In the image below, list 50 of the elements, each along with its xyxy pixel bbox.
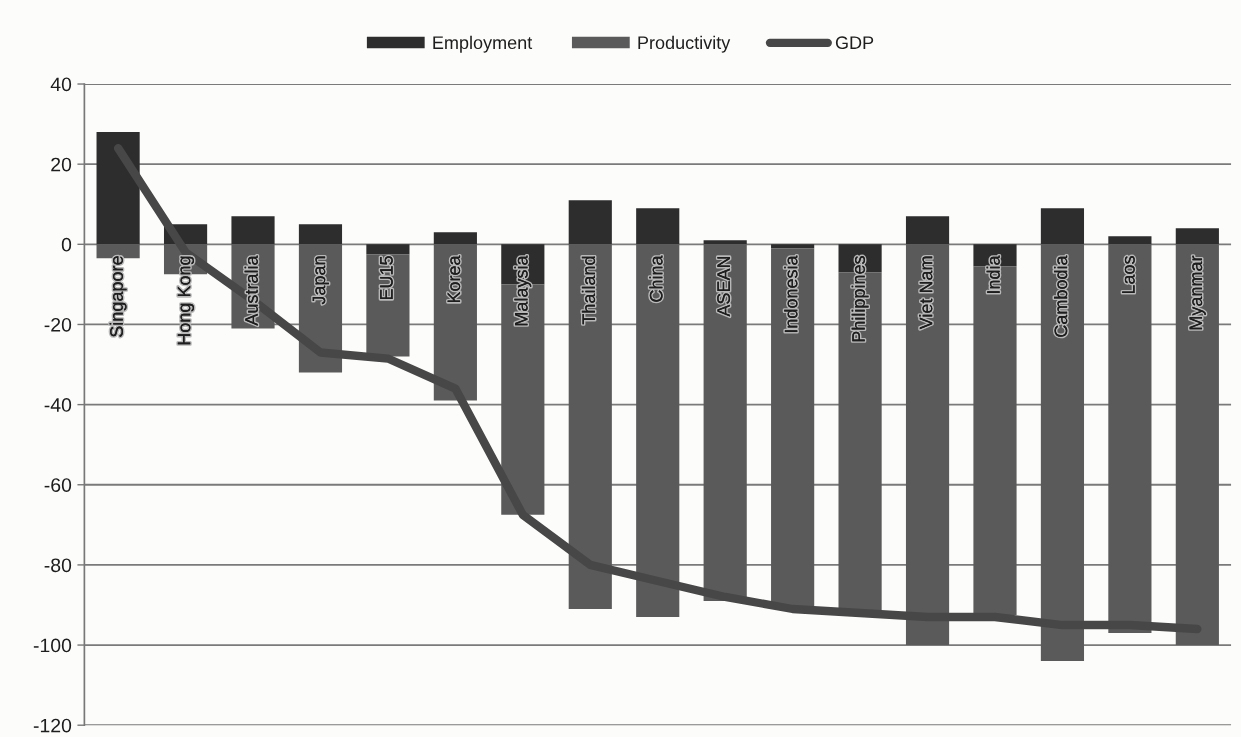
- legend-label: Productivity: [638, 35, 731, 53]
- bar: [568, 200, 612, 245]
- x-tick-label: Viet Nam: [919, 256, 933, 330]
- x-tick-label: Australia: [244, 255, 258, 326]
- legend-label: Employment: [433, 35, 533, 53]
- bar: [366, 244, 410, 255]
- x-tick-label: Cambodia: [1054, 255, 1068, 337]
- y-tick-label: 20: [51, 157, 72, 172]
- x-tick-label: India: [986, 255, 1000, 293]
- y-tick-label: -60: [44, 478, 72, 492]
- bar: [1040, 208, 1085, 245]
- legend-label: GDP: [835, 36, 874, 50]
- x-tick-label: Philippines: [851, 256, 869, 342]
- y-tick-label: -100: [33, 638, 72, 653]
- x-tick-label: Myanmar: [1189, 255, 1206, 330]
- bar: [771, 248, 815, 609]
- x-tick-label: Indonesia: [784, 255, 798, 333]
- x-tick-label: China: [649, 255, 663, 302]
- bar: [433, 232, 477, 245]
- bar: [905, 216, 950, 245]
- x-tick-label: Hong Kong: [177, 256, 194, 345]
- y-tick-label: -20: [44, 317, 72, 332]
- x-tick-label: Korea: [447, 255, 461, 303]
- bar: [1108, 244, 1152, 634]
- bar: [636, 244, 680, 618]
- bar: [703, 244, 747, 601]
- bar: [905, 244, 950, 646]
- x-tick-label: EU15: [380, 256, 393, 300]
- bar: [771, 244, 815, 249]
- bar: [231, 216, 275, 245]
- y-tick-label: 0: [61, 237, 72, 252]
- bar: [1175, 228, 1219, 245]
- bar: [636, 208, 680, 245]
- x-tick-label: Singapore: [109, 256, 127, 337]
- x-tick-label: Japan: [312, 256, 329, 305]
- bar: [298, 224, 343, 245]
- bar: [568, 244, 612, 609]
- x-tick-label: Laos: [1122, 256, 1135, 294]
- y-tick-label: 40: [50, 77, 72, 92]
- x-tick-label: ASEAN: [717, 256, 731, 317]
- bar: [1108, 236, 1152, 245]
- x-tick-label: Malaysia: [514, 255, 532, 326]
- bar: [1175, 244, 1219, 646]
- y-tick-label: -80: [44, 558, 72, 573]
- bar: [96, 132, 140, 245]
- y-tick-label: -40: [44, 398, 72, 412]
- bar: [703, 240, 747, 245]
- x-tick-label: Thailand: [581, 256, 596, 325]
- y-tick-label: -120: [33, 718, 72, 733]
- bar: [1040, 244, 1085, 662]
